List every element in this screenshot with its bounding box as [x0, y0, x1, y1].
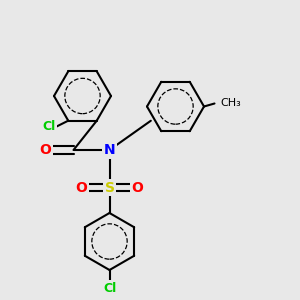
Text: Cl: Cl — [42, 120, 56, 133]
Text: Cl: Cl — [103, 281, 116, 295]
Text: O: O — [76, 181, 88, 194]
Text: CH₃: CH₃ — [220, 98, 241, 109]
Text: O: O — [39, 143, 51, 157]
Text: N: N — [104, 143, 115, 157]
Text: O: O — [131, 181, 143, 194]
Text: S: S — [104, 181, 115, 194]
